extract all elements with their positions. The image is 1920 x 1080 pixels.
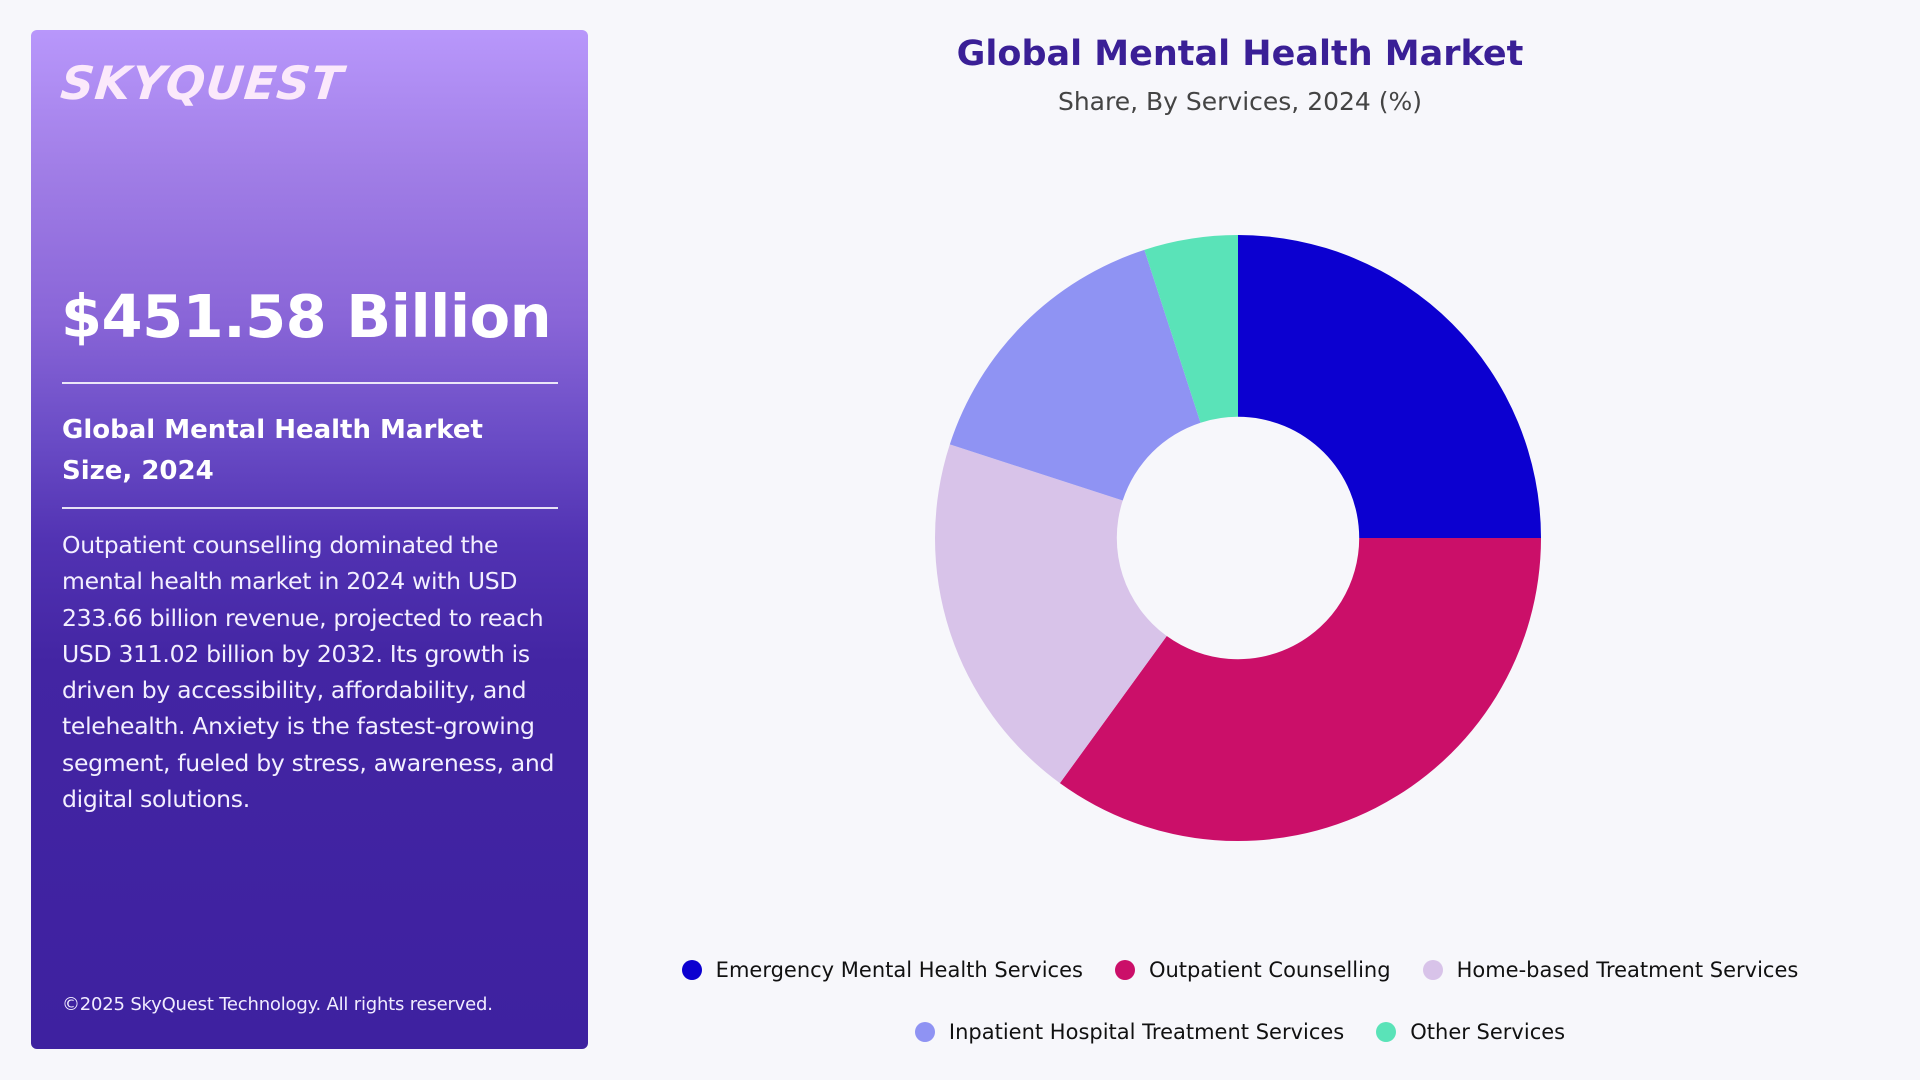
legend-item-other[interactable]: Other Services (1376, 1020, 1565, 1044)
summary-panel: SKYQUEST $451.58 Billion Global Mental H… (31, 30, 588, 1049)
donut-segment[interactable] (1059, 538, 1541, 841)
legend-label: Emergency Mental Health Services (715, 958, 1083, 982)
legend-swatch-icon (681, 960, 702, 980)
market-value: $451.58 Billion (61, 282, 552, 351)
legend-swatch-icon (914, 1022, 935, 1042)
legend-label: Outpatient Counselling (1148, 958, 1391, 982)
legend-swatch-icon (1376, 1022, 1397, 1042)
market-size-heading: Global Mental Health Market Size, 2024 (62, 415, 483, 486)
donut-segment[interactable] (935, 444, 1167, 784)
chart-subtitle: Share, By Services, 2024 (%) (1057, 87, 1423, 116)
chart-title: Global Mental Health Market (956, 34, 1524, 74)
legend-item-emergency[interactable]: Emergency Mental Health Services (681, 958, 1083, 982)
legend-row-2: Inpatient Hospital Treatment Services Ot… (640, 1020, 1840, 1044)
legend-item-outpatient[interactable]: Outpatient Counselling (1114, 958, 1391, 982)
divider (62, 382, 558, 384)
legend-item-inpatient[interactable]: Inpatient Hospital Treatment Services (914, 1020, 1345, 1044)
copyright-notice: ©2025 SkyQuest Technology. All rights re… (62, 994, 493, 1015)
divider (62, 507, 558, 509)
legend-label: Inpatient Hospital Treatment Services (948, 1020, 1345, 1044)
legend-swatch-icon (1422, 960, 1443, 980)
skyquest-logo: SKYQUEST (58, 56, 347, 110)
legend-swatch-icon (1114, 960, 1135, 980)
donut-segment[interactable] (1144, 235, 1238, 423)
legend-row-1: Emergency Mental Health Services Outpati… (640, 958, 1840, 982)
legend-label: Home-based Treatment Services (1456, 958, 1799, 982)
donut-segment[interactable] (949, 249, 1201, 501)
market-description: Outpatient counselling dominated the men… (62, 531, 555, 814)
legend-label: Other Services (1410, 1020, 1566, 1044)
donut-segment[interactable] (1238, 235, 1541, 538)
legend-item-home-based[interactable]: Home-based Treatment Services (1422, 958, 1799, 982)
donut-chart (935, 235, 1541, 841)
